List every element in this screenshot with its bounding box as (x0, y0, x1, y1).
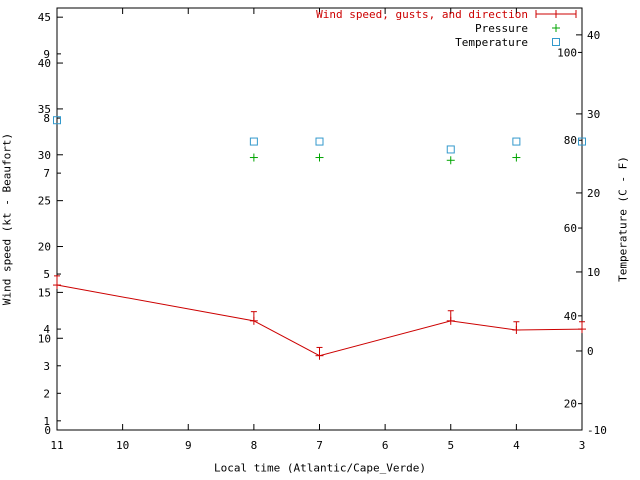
svg-text:7: 7 (43, 167, 50, 180)
svg-text:Temperature: Temperature (455, 36, 528, 49)
svg-text:9: 9 (43, 48, 50, 61)
wind-series (53, 275, 586, 360)
svg-text:30: 30 (38, 149, 51, 162)
right-axis-celsius-ticks: 40 30 20 10 0 -10 (576, 29, 607, 437)
svg-text:0: 0 (587, 345, 594, 358)
svg-text:30: 30 (587, 108, 600, 121)
svg-text:8: 8 (43, 112, 50, 125)
svg-text:-10: -10 (587, 424, 607, 437)
svg-text:20: 20 (564, 398, 577, 411)
svg-text:Pressure: Pressure (475, 22, 528, 35)
x-axis-ticks: 11 10 9 8 7 6 5 4 3 (50, 8, 585, 452)
svg-text:3: 3 (579, 439, 586, 452)
svg-text:45: 45 (38, 11, 51, 24)
svg-text:80: 80 (564, 134, 577, 147)
svg-text:8: 8 (251, 439, 258, 452)
svg-text:60: 60 (564, 222, 577, 235)
svg-text:35: 35 (38, 103, 51, 116)
svg-text:9: 9 (185, 439, 192, 452)
left-axis-beaufort-ticks: 9 8 7 5 4 3 2 1 (43, 48, 61, 428)
svg-text:3: 3 (43, 360, 50, 373)
svg-text:6: 6 (382, 439, 389, 452)
svg-text:10: 10 (587, 266, 600, 279)
svg-text:5: 5 (447, 439, 454, 452)
svg-text:20: 20 (38, 241, 51, 254)
pressure-series (249, 153, 521, 165)
legend: Wind speed, gusts, and directionPressure… (316, 8, 577, 49)
svg-text:40: 40 (564, 310, 577, 323)
svg-text:40: 40 (587, 29, 600, 42)
svg-text:10: 10 (38, 332, 51, 345)
svg-text:20: 20 (587, 187, 600, 200)
right-axis-fahrenheit-ticks: 100 80 60 40 20 (557, 46, 582, 411)
x-axis-title: Local time (Atlantic/Cape_Verde) (214, 461, 426, 475)
svg-text:1: 1 (43, 415, 50, 428)
right-axis-title: Temperature (C - F) (616, 156, 630, 282)
left-axis-title: Wind speed (kt - Beaufort) (0, 132, 14, 306)
svg-text:0: 0 (44, 424, 51, 437)
svg-text:5: 5 (43, 268, 50, 281)
svg-text:100: 100 (557, 46, 577, 59)
svg-text:40: 40 (38, 57, 51, 70)
svg-text:11: 11 (50, 439, 63, 452)
svg-text:15: 15 (38, 286, 51, 299)
svg-text:4: 4 (43, 323, 50, 336)
svg-text:10: 10 (116, 439, 129, 452)
svg-text:7: 7 (316, 439, 323, 452)
plot-border (56, 7, 583, 431)
svg-text:Wind speed, gusts, and directi: Wind speed, gusts, and direction (316, 8, 528, 21)
temperature-series (53, 116, 586, 154)
svg-text:2: 2 (43, 387, 50, 400)
svg-text:25: 25 (38, 195, 51, 208)
svg-text:4: 4 (513, 439, 520, 452)
